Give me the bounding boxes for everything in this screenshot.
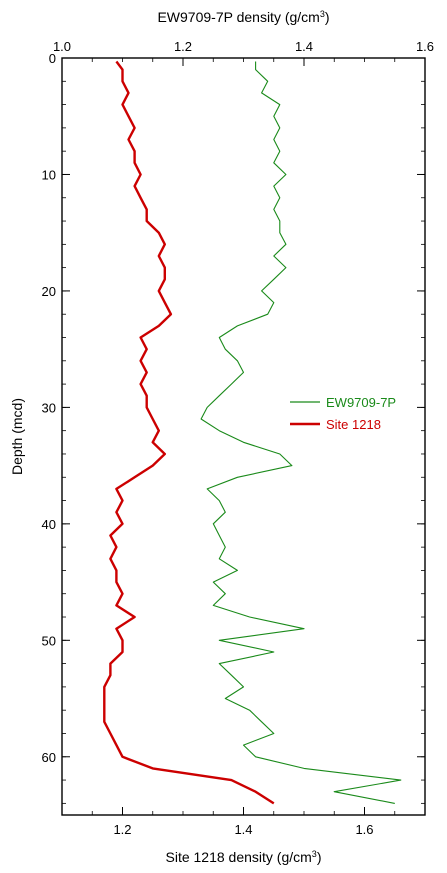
top-axis-label: EW9709-7P density (g/cm3) — [157, 9, 329, 25]
bottom-axis-label: Site 1218 density (g/cm3) — [166, 849, 322, 865]
left-tick-label: 30 — [42, 400, 56, 415]
bottom-tick-label: 1.6 — [355, 822, 373, 837]
series-line-ew9709-7p — [200, 61, 402, 804]
plot-frame — [61, 57, 426, 816]
left-tick-label: 20 — [42, 284, 56, 299]
axis-ticks: 1.0 1.2 1.4 1.6 1.2 1.4 1.6 0 10 20 30 40 50 60 — [42, 39, 435, 837]
left-tick-label: 10 — [42, 167, 56, 182]
legend-label-ew9709: EW9709-7P — [326, 395, 396, 410]
series-line-site-1218 — [103, 60, 275, 805]
left-tick-label: 40 — [42, 517, 56, 532]
left-tick-label: 50 — [42, 633, 56, 648]
top-tick-label: 1.0 — [53, 39, 71, 54]
left-tick-label: 0 — [49, 51, 56, 66]
bottom-tick-label: 1.2 — [113, 822, 131, 837]
left-axis-label: Depth (mcd) — [9, 398, 25, 475]
top-tick-label: 1.6 — [416, 39, 434, 54]
top-tick-label: 1.4 — [295, 39, 313, 54]
bottom-tick-label: 1.4 — [234, 822, 252, 837]
legend-label-site1218: Site 1218 — [326, 417, 381, 432]
left-tick-label: 60 — [42, 750, 56, 765]
plot-area — [103, 60, 402, 805]
top-tick-label: 1.2 — [174, 39, 192, 54]
legend: EW9709-7P Site 1218 — [290, 395, 396, 432]
